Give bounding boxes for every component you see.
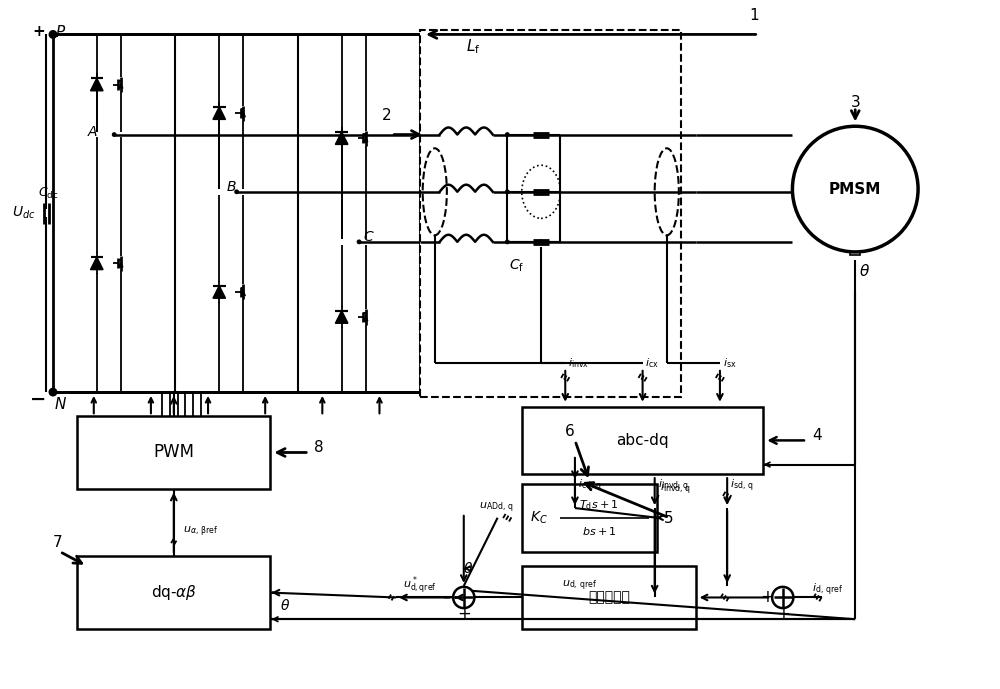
- Text: $\theta$: $\theta$: [280, 597, 290, 613]
- Text: $N$: $N$: [54, 395, 67, 411]
- Text: $i_{\rm invx}$: $i_{\rm invx}$: [568, 356, 589, 370]
- Circle shape: [234, 189, 239, 194]
- Text: +: +: [457, 605, 471, 623]
- Text: PWM: PWM: [153, 444, 194, 462]
- Text: $i_{\rm d,\,qref}$: $i_{\rm d,\,qref}$: [812, 582, 843, 598]
- Text: $C_{\rm f}$: $C_{\rm f}$: [509, 258, 525, 274]
- Circle shape: [505, 132, 510, 137]
- Text: −: −: [30, 390, 47, 409]
- Polygon shape: [91, 79, 103, 91]
- Text: 2: 2: [382, 108, 391, 123]
- Polygon shape: [213, 286, 226, 298]
- Text: $u^*_{\rm d,qref}$: $u^*_{\rm d,qref}$: [403, 575, 437, 597]
- Text: dq-$\alpha\beta$: dq-$\alpha\beta$: [151, 583, 197, 602]
- Text: 8: 8: [314, 440, 324, 455]
- Text: $A$: $A$: [87, 125, 99, 138]
- Text: 1: 1: [749, 8, 759, 23]
- Bar: [53, 34, 420, 392]
- Circle shape: [505, 240, 510, 245]
- Text: +: +: [776, 605, 790, 623]
- Bar: [77, 557, 270, 629]
- Text: $L_{\rm f}$: $L_{\rm f}$: [466, 38, 481, 56]
- Polygon shape: [335, 132, 348, 145]
- Text: $\theta$: $\theta$: [859, 263, 870, 279]
- Text: +: +: [760, 588, 774, 606]
- Text: $u_{\rm ADd,\,q}$: $u_{\rm ADd,\,q}$: [479, 501, 514, 515]
- Circle shape: [50, 31, 56, 38]
- Text: 电流控制器: 电流控制器: [588, 590, 630, 604]
- Polygon shape: [213, 107, 226, 119]
- Circle shape: [792, 126, 918, 252]
- Text: PMSM: PMSM: [829, 182, 881, 196]
- Circle shape: [112, 132, 117, 137]
- Text: 7: 7: [53, 535, 63, 550]
- Text: $i_{\rm invd,\,q}$: $i_{\rm invd,\,q}$: [660, 480, 691, 497]
- Bar: [522, 484, 657, 552]
- Text: $u_{\rm d,\,qref}$: $u_{\rm d,\,qref}$: [562, 579, 597, 593]
- Text: −: −: [441, 588, 455, 606]
- Bar: [420, 30, 681, 397]
- Bar: [77, 416, 270, 489]
- Circle shape: [772, 587, 793, 608]
- Text: $P$: $P$: [55, 23, 66, 39]
- Text: 4: 4: [812, 429, 821, 444]
- Circle shape: [505, 189, 510, 194]
- Text: $u_{\alpha,\,\rm\beta ref}$: $u_{\alpha,\,\rm\beta ref}$: [183, 525, 219, 539]
- Text: $i_{\rm cd,\,q}$: $i_{\rm cd,\,q}$: [578, 477, 602, 494]
- Text: $bs+1$: $bs+1$: [582, 525, 616, 537]
- Text: $C$: $C$: [363, 230, 375, 244]
- Circle shape: [357, 240, 361, 245]
- Text: $i_{\rm cx}$: $i_{\rm cx}$: [645, 356, 659, 370]
- Circle shape: [50, 389, 56, 395]
- Text: 3: 3: [850, 94, 860, 110]
- Text: $i_{\rm sx}$: $i_{\rm sx}$: [723, 356, 736, 370]
- Text: $B$: $B$: [226, 180, 237, 194]
- Text: $T_{\rm d}s+1$: $T_{\rm d}s+1$: [579, 499, 619, 513]
- Text: $\theta$: $\theta$: [463, 561, 474, 576]
- Circle shape: [539, 240, 544, 245]
- Text: +: +: [32, 24, 45, 39]
- Text: $i_{\rm invd,\,q}$: $i_{\rm invd,\,q}$: [658, 477, 689, 494]
- Text: $U_{dc}$: $U_{dc}$: [12, 205, 36, 221]
- Text: $C_{\rm dc}$: $C_{\rm dc}$: [38, 186, 58, 201]
- Text: 6: 6: [565, 424, 575, 439]
- Text: $K_C$: $K_C$: [530, 510, 548, 526]
- Text: abc-dq: abc-dq: [616, 433, 669, 448]
- Text: $i_{\rm sd,\,q}$: $i_{\rm sd,\,q}$: [730, 477, 754, 494]
- Polygon shape: [91, 257, 103, 269]
- Bar: [522, 566, 696, 629]
- Text: 5: 5: [664, 511, 674, 526]
- Polygon shape: [335, 311, 348, 323]
- Circle shape: [453, 587, 474, 608]
- Bar: [850, 250, 860, 255]
- Bar: [522, 407, 763, 474]
